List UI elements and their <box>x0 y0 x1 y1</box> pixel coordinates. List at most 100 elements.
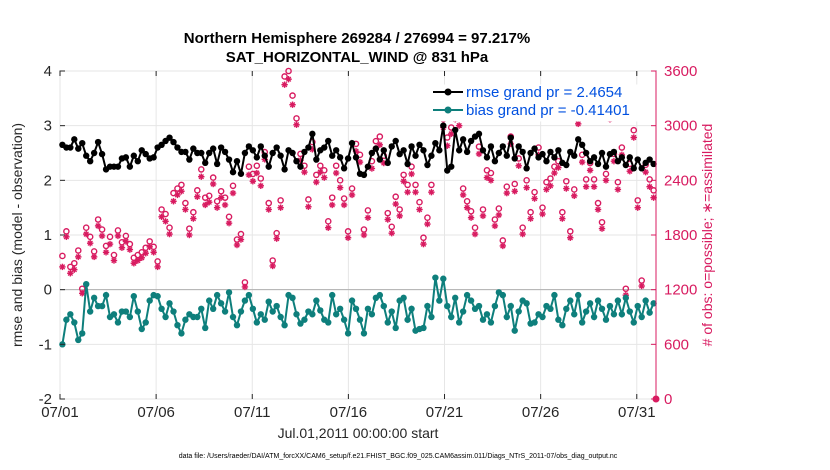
obs-assimilated-marker <box>178 188 185 195</box>
bias-point <box>317 307 324 314</box>
rmse-point <box>277 152 284 159</box>
asterisk-stroke <box>293 122 300 128</box>
bias-point <box>325 319 332 326</box>
obs-possible-marker <box>519 224 526 232</box>
bias-point <box>194 313 201 321</box>
obs-possible-marker <box>197 166 205 173</box>
asterisk-stroke <box>420 241 427 247</box>
obs-possible-marker <box>94 216 102 223</box>
asterisk-stroke <box>198 173 205 180</box>
rmse-point <box>594 160 602 168</box>
bias-point <box>455 319 463 326</box>
bias-point <box>618 311 626 318</box>
obs-assimilated-marker <box>555 164 562 171</box>
asterisk-stroke <box>615 186 621 193</box>
asterisk-stroke <box>631 134 637 141</box>
obs-possible-marker <box>531 188 538 196</box>
obs-possible-marker <box>67 263 74 271</box>
y-left-tick-label: 2 <box>44 172 52 189</box>
obs-assimilated-marker <box>543 186 550 193</box>
bias-point <box>142 319 149 326</box>
rmse-point <box>555 147 562 154</box>
bias-point <box>463 291 471 299</box>
rmse-point <box>551 154 558 161</box>
obs-assimilated-marker <box>634 204 641 211</box>
obs-assimilated-marker <box>158 213 165 220</box>
bias-point <box>293 311 300 318</box>
obs-possible-marker <box>182 199 189 207</box>
rmse-point <box>233 158 241 165</box>
bias-point <box>638 313 645 321</box>
asterisk-stroke <box>511 188 518 195</box>
obs-assimilated-marker <box>174 191 181 199</box>
obs-assimilated-marker <box>86 240 94 247</box>
bias-series <box>59 274 657 348</box>
rmse-point <box>348 139 356 147</box>
asterisk-stroke <box>369 165 375 172</box>
bias-point <box>590 313 598 321</box>
obs-assimilated-marker <box>241 283 249 291</box>
bias-point <box>614 297 622 304</box>
x-tick-label: 07/21 <box>426 404 464 421</box>
bias-point <box>336 305 344 312</box>
rmse-point <box>491 158 499 165</box>
rmse-point <box>455 147 463 154</box>
rmse-point <box>571 152 578 159</box>
obs-assimilated-marker <box>575 120 582 128</box>
bias-point <box>213 291 221 299</box>
rmse-point <box>543 158 550 165</box>
asterisk-stroke <box>99 233 105 239</box>
bias-point <box>209 305 217 312</box>
asterisk-stroke <box>265 206 272 213</box>
asterisk-stroke <box>258 183 264 189</box>
obs-possible-marker <box>245 163 253 170</box>
bias-point <box>515 308 522 315</box>
asterisk-stroke <box>488 177 494 184</box>
obs-assimilated-marker <box>249 178 257 185</box>
obs-assimilated-marker <box>491 222 499 230</box>
bias-point <box>634 302 641 310</box>
obs-assimilated-marker <box>384 216 391 223</box>
x-axis-label: Jul.01,2011 00:00:00 start <box>278 425 439 441</box>
bias-point <box>567 297 574 304</box>
asterisk-stroke <box>218 194 224 201</box>
asterisk-stroke <box>412 189 419 195</box>
obs-possible-marker <box>424 214 431 221</box>
obs-possible-marker <box>293 115 300 122</box>
rmse-point <box>329 152 336 159</box>
asterisk-stroke <box>79 290 85 297</box>
rmse-point <box>221 148 229 156</box>
bias-point <box>98 302 106 310</box>
asterisk-stroke <box>468 214 474 221</box>
asterisk-stroke <box>400 178 407 184</box>
rmse-point <box>539 150 546 158</box>
rmse-point <box>321 144 328 151</box>
rmse-point <box>297 163 304 170</box>
obs-possible-marker <box>289 92 296 99</box>
bias-point <box>408 305 415 312</box>
asterisk-stroke <box>59 264 66 270</box>
asterisk-stroke <box>539 211 546 217</box>
rmse-point <box>325 137 332 145</box>
asterisk-stroke <box>206 199 212 205</box>
bias-point <box>424 302 431 310</box>
bias-point <box>329 291 336 299</box>
obs-assimilated-marker <box>221 201 229 209</box>
bias-point <box>646 309 653 316</box>
bias-point <box>245 291 253 299</box>
y-right-tick-label: 3600 <box>664 63 697 80</box>
rmse-point <box>531 145 538 152</box>
obs-possible-marker <box>590 176 598 183</box>
obs-assimilated-marker <box>194 193 201 200</box>
rmse-point <box>67 144 74 151</box>
asterisk-stroke <box>385 216 391 223</box>
obs-assimilated-marker <box>539 210 546 218</box>
asterisk-stroke <box>103 249 109 256</box>
obs-assimilated-marker <box>416 206 423 213</box>
asterisk-stroke <box>519 231 526 237</box>
obs-assimilated-marker <box>317 168 324 176</box>
rmse-point <box>301 148 308 156</box>
obs-possible-marker <box>257 175 265 182</box>
obs-assimilated-marker <box>479 212 487 220</box>
obs-possible-marker <box>213 197 221 205</box>
